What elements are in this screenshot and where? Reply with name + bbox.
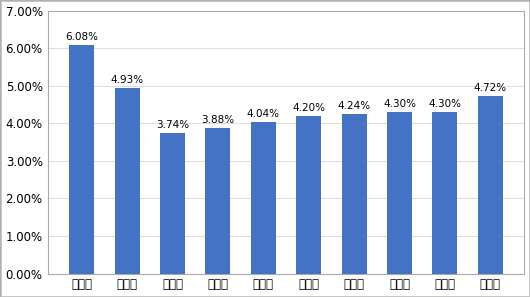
Bar [478, 96, 503, 274]
Bar [432, 112, 457, 274]
Text: 4.30%: 4.30% [383, 99, 416, 109]
Text: 4.93%: 4.93% [111, 75, 144, 85]
Bar [160, 133, 185, 274]
Text: 4.20%: 4.20% [292, 103, 325, 113]
Bar [342, 114, 367, 274]
Text: 4.24%: 4.24% [338, 101, 370, 111]
Bar [69, 45, 94, 274]
Bar [251, 122, 276, 274]
Text: 3.88%: 3.88% [201, 115, 234, 125]
Text: 3.74%: 3.74% [156, 120, 189, 130]
Text: 4.72%: 4.72% [474, 83, 507, 93]
Text: 4.04%: 4.04% [247, 109, 280, 119]
Bar [296, 116, 321, 274]
Bar [114, 88, 139, 274]
Bar [206, 128, 231, 274]
Bar [387, 112, 412, 274]
Text: 4.30%: 4.30% [428, 99, 462, 109]
Text: 6.08%: 6.08% [65, 32, 98, 42]
